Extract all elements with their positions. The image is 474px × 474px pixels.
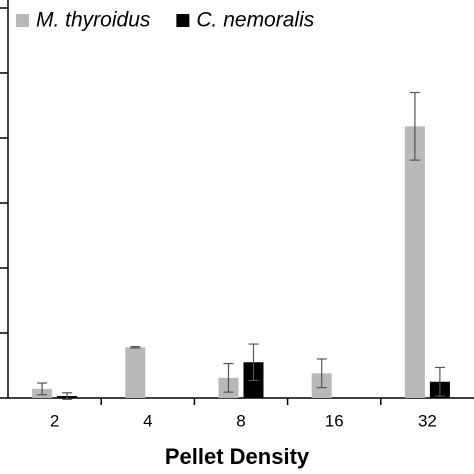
bar: [125, 347, 146, 398]
x-axis-label: Pellet Density: [165, 444, 310, 469]
x-tick-label: 2: [50, 411, 59, 430]
x-tick-label: 16: [325, 411, 344, 430]
legend-label: C. nemoralis: [196, 9, 314, 32]
legend-swatch: [16, 14, 29, 27]
x-tick-label: 8: [236, 411, 245, 430]
x-tick-label: 32: [418, 411, 437, 430]
legend-swatch: [176, 14, 190, 27]
legend-label: M. thyroidus: [36, 9, 151, 32]
bar: [404, 126, 425, 399]
x-tick-label: 4: [143, 411, 152, 430]
